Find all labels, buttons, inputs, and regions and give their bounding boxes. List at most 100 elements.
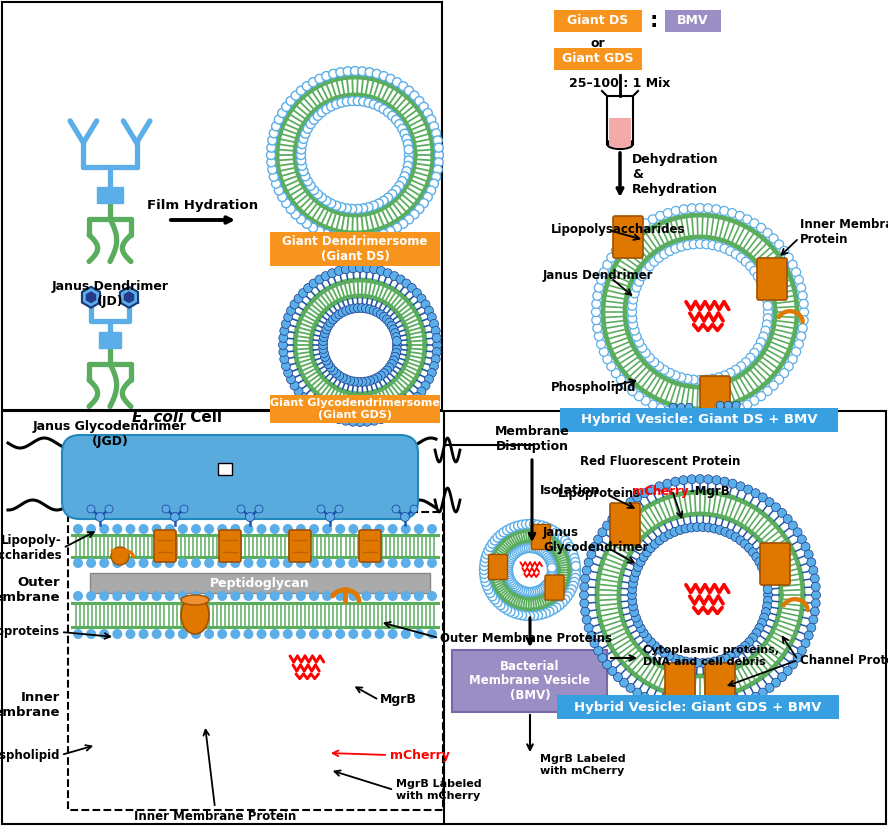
FancyBboxPatch shape bbox=[270, 395, 440, 423]
Circle shape bbox=[513, 521, 523, 530]
Circle shape bbox=[415, 205, 424, 213]
Circle shape bbox=[152, 591, 162, 601]
Circle shape bbox=[736, 482, 745, 491]
Circle shape bbox=[669, 403, 677, 411]
Circle shape bbox=[807, 558, 816, 567]
Circle shape bbox=[809, 566, 818, 575]
Circle shape bbox=[720, 477, 729, 487]
Circle shape bbox=[646, 638, 655, 647]
Circle shape bbox=[799, 299, 808, 308]
Circle shape bbox=[759, 613, 769, 622]
Circle shape bbox=[743, 485, 753, 494]
Bar bbox=[218, 463, 232, 475]
Circle shape bbox=[510, 609, 519, 618]
Circle shape bbox=[405, 215, 414, 224]
Circle shape bbox=[336, 558, 345, 568]
Circle shape bbox=[679, 705, 688, 714]
Circle shape bbox=[283, 313, 293, 321]
Circle shape bbox=[504, 572, 513, 581]
Circle shape bbox=[383, 315, 392, 324]
Circle shape bbox=[616, 375, 625, 384]
Circle shape bbox=[299, 135, 308, 144]
Text: Isolation: Isolation bbox=[540, 483, 600, 496]
Circle shape bbox=[572, 566, 581, 575]
Circle shape bbox=[372, 231, 381, 240]
Circle shape bbox=[629, 295, 638, 304]
Circle shape bbox=[761, 326, 770, 335]
FancyBboxPatch shape bbox=[545, 575, 564, 600]
Circle shape bbox=[759, 332, 768, 341]
Text: mCherry: mCherry bbox=[390, 748, 450, 762]
Circle shape bbox=[482, 550, 491, 558]
Circle shape bbox=[369, 202, 378, 210]
Circle shape bbox=[503, 567, 512, 577]
Circle shape bbox=[297, 145, 305, 154]
Circle shape bbox=[789, 260, 797, 269]
Circle shape bbox=[752, 629, 761, 638]
Circle shape bbox=[282, 591, 293, 601]
Circle shape bbox=[757, 223, 765, 232]
Circle shape bbox=[317, 193, 327, 202]
Text: Giant Dendrimersome
(Giant DS): Giant Dendrimersome (Giant DS) bbox=[282, 235, 428, 263]
Circle shape bbox=[811, 607, 820, 616]
Circle shape bbox=[716, 525, 725, 534]
Circle shape bbox=[493, 598, 502, 607]
Circle shape bbox=[676, 656, 685, 665]
Circle shape bbox=[753, 272, 762, 281]
Circle shape bbox=[139, 558, 148, 568]
Circle shape bbox=[520, 544, 529, 553]
Circle shape bbox=[243, 629, 253, 639]
Circle shape bbox=[499, 528, 508, 537]
Text: Inner Membrane
Protein: Inner Membrane Protein bbox=[800, 218, 888, 246]
Circle shape bbox=[315, 275, 324, 284]
Circle shape bbox=[402, 135, 411, 144]
Circle shape bbox=[372, 69, 381, 78]
Circle shape bbox=[603, 260, 612, 269]
Circle shape bbox=[597, 339, 606, 349]
Circle shape bbox=[628, 387, 637, 396]
Circle shape bbox=[419, 102, 428, 112]
Circle shape bbox=[584, 558, 593, 567]
Circle shape bbox=[662, 702, 672, 711]
Circle shape bbox=[783, 515, 792, 524]
Circle shape bbox=[807, 623, 816, 632]
Circle shape bbox=[650, 257, 659, 266]
Text: Bacterial
Membrane Vesicle
(BMV): Bacterial Membrane Vesicle (BMV) bbox=[470, 659, 591, 702]
Circle shape bbox=[204, 558, 214, 568]
Circle shape bbox=[377, 371, 385, 380]
Circle shape bbox=[392, 336, 401, 345]
Circle shape bbox=[628, 585, 637, 594]
Circle shape bbox=[663, 406, 672, 415]
Circle shape bbox=[599, 268, 608, 277]
Circle shape bbox=[178, 558, 188, 568]
Circle shape bbox=[763, 229, 772, 237]
Circle shape bbox=[628, 307, 637, 316]
Circle shape bbox=[322, 524, 332, 534]
Circle shape bbox=[546, 559, 556, 568]
Circle shape bbox=[607, 253, 615, 262]
FancyBboxPatch shape bbox=[557, 695, 839, 719]
Circle shape bbox=[736, 645, 745, 654]
Text: BMV: BMV bbox=[678, 15, 709, 27]
Circle shape bbox=[655, 699, 664, 708]
Circle shape bbox=[321, 72, 330, 81]
Circle shape bbox=[291, 210, 300, 219]
Circle shape bbox=[327, 199, 336, 208]
Circle shape bbox=[178, 524, 188, 534]
Circle shape bbox=[328, 268, 337, 278]
Circle shape bbox=[647, 485, 656, 494]
Circle shape bbox=[717, 401, 725, 410]
Circle shape bbox=[400, 129, 409, 138]
Text: -MgrB: -MgrB bbox=[661, 470, 729, 498]
Circle shape bbox=[764, 596, 773, 605]
Polygon shape bbox=[124, 292, 133, 302]
Circle shape bbox=[547, 570, 556, 579]
Text: Channel Proteins: Channel Proteins bbox=[800, 653, 888, 667]
Circle shape bbox=[695, 240, 704, 249]
Circle shape bbox=[749, 396, 759, 406]
Circle shape bbox=[583, 615, 591, 624]
Circle shape bbox=[622, 234, 631, 243]
Circle shape bbox=[513, 610, 523, 619]
Text: Giant GDS: Giant GDS bbox=[562, 53, 634, 65]
Circle shape bbox=[294, 387, 303, 396]
